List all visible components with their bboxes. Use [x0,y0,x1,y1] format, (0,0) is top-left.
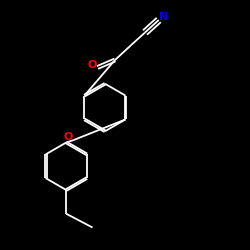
Text: N: N [159,12,168,22]
Text: O: O [87,60,97,70]
Text: O: O [64,132,73,142]
